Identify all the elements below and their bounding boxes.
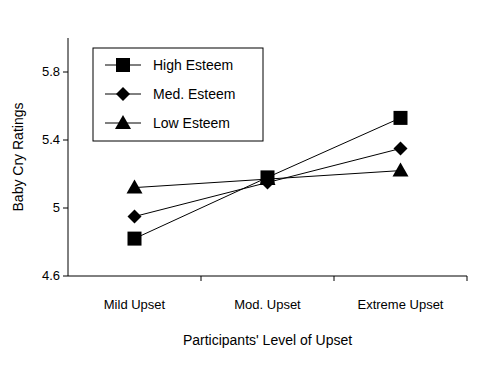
y-tick-label: 5 [53, 200, 60, 215]
x-tick [334, 276, 335, 281]
y-axis [68, 38, 69, 276]
legend-marker [116, 58, 130, 72]
x-axis [68, 276, 467, 277]
y-tick [63, 140, 68, 141]
legend: High Esteem Med. Esteem Low Esteem [93, 48, 263, 141]
x-tick [467, 276, 468, 281]
legend-label: High Esteem [153, 57, 233, 73]
x-axis-label: Participants' Level of Upset [183, 332, 352, 348]
y-tick [63, 208, 68, 209]
legend-marker [116, 87, 130, 101]
y-tick [63, 72, 68, 73]
x-tick-label: Mod. Upset [234, 297, 301, 312]
chart: 4.6 5 5.4 5.8 Mild Upset Mod. Upset Extreme Up… [0, 0, 480, 386]
series-line [135, 171, 401, 188]
y-tick-label: 4.6 [42, 268, 60, 283]
data-point [394, 111, 408, 125]
x-tick [201, 276, 202, 281]
legend-marker [115, 115, 131, 129]
data-point [127, 180, 143, 194]
data-point [394, 142, 408, 156]
x-tick-label: Extreme Upset [358, 297, 444, 312]
legend-box [93, 48, 263, 141]
data-point [128, 232, 142, 246]
data-point [260, 171, 276, 185]
data-point [393, 163, 409, 177]
x-tick-label: Mild Upset [104, 297, 166, 312]
y-tick-label: 5.8 [42, 64, 60, 79]
data-point [128, 210, 142, 224]
data-point [261, 170, 275, 184]
y-axis-label: Baby Cry Ratings [10, 103, 26, 212]
series-line [135, 149, 401, 217]
legend-label: Low Esteem [153, 115, 230, 131]
y-tick-label: 5.4 [42, 132, 60, 147]
y-tick [63, 276, 68, 277]
legend-label: Med. Esteem [153, 86, 235, 102]
